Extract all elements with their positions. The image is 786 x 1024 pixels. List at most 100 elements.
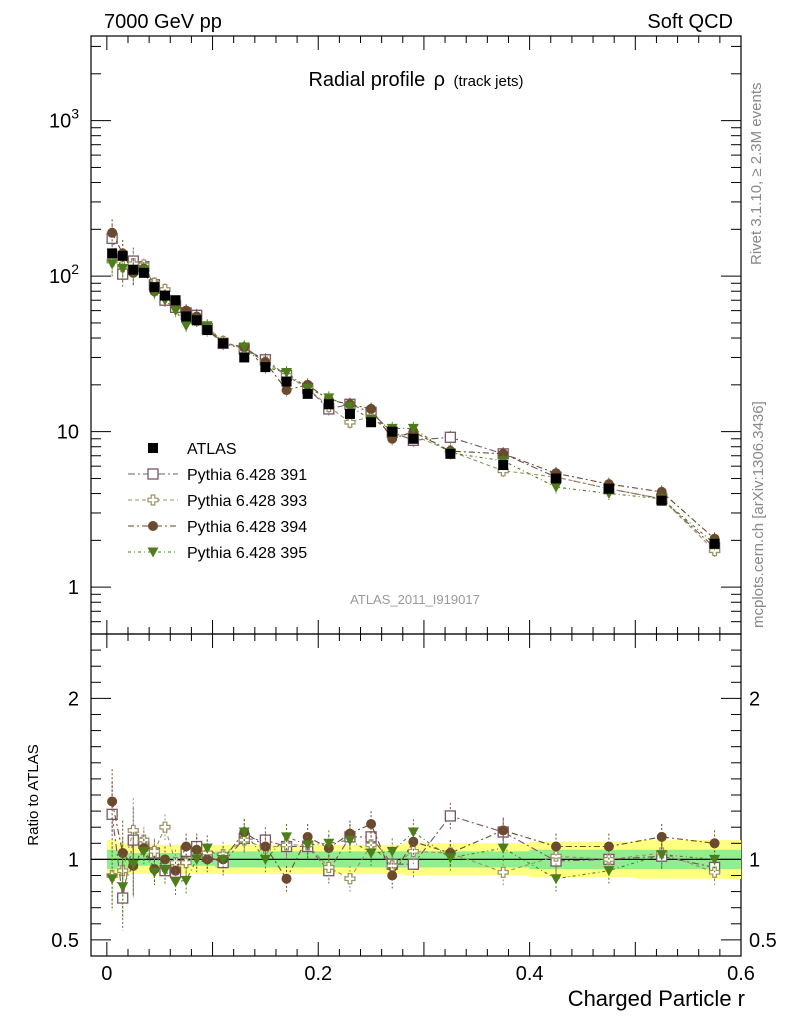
ratio-point-p394 [709,838,720,849]
ratio-line-p391 [111,814,715,899]
legend-label-p395: Pythia 6.428 395 [187,545,307,562]
point-p395 [281,368,293,379]
ratio-point-p395 [407,827,419,838]
point-atlas [551,473,562,484]
point-p395 [238,342,250,353]
point-atlas [366,417,377,428]
ratio-point-p394 [498,825,509,836]
ratio-point-p394 [551,841,562,852]
x-tick-label: 0.2 [304,963,332,985]
ratio-point-p393 [159,821,171,833]
point-atlas [387,426,398,437]
mcplots-label: mcplots.cern.ch [arXiv:1306.3436] [750,401,767,628]
ratio-point-p394 [656,831,667,842]
ratio-point-p395 [302,840,314,851]
ratio-ylabel: Ratio to ATLAS [25,744,42,845]
header-right: Soft QCD [647,11,733,33]
point-atlas [181,311,192,322]
ratio-point-p395 [281,832,293,843]
point-p394 [366,403,377,414]
header-left: 7000 GeV pp [104,11,222,33]
legend-marker-p391 [147,468,159,480]
legend-marker-p395 [147,547,159,558]
ratio-point-p395 [180,875,192,886]
main-series [106,219,721,557]
ratio-point-p394 [387,870,398,881]
point-atlas [107,248,118,259]
ratio-point-p395 [201,843,213,854]
legend-entry-atlas: ATLAS [148,441,237,458]
point-atlas [344,408,355,419]
series-p393 [106,247,721,557]
legend-label-p391: Pythia 6.428 391 [187,467,307,484]
chart-title-symbol: ρ [434,69,445,91]
ratio-point-p395 [709,854,721,865]
ratio-point-p393 [407,845,419,857]
point-atlas [159,290,170,301]
legend-marker-p394 [148,521,158,531]
ratio-point-p394 [603,841,614,852]
point-atlas [603,483,614,494]
series-atlas [107,248,720,549]
main-y-tick-label: 102 [49,261,79,288]
point-p393 [344,416,356,428]
point-p395 [180,321,192,332]
point-atlas [218,338,229,349]
legend-label-p394: Pythia 6.428 394 [187,519,307,536]
ratio-y-tick-label: 0.5 [51,930,79,952]
ratio-point-p395 [656,850,668,861]
point-atlas [191,315,202,326]
ratio-point-p391 [444,810,456,822]
ratio-point-p394 [181,841,192,852]
point-atlas [202,325,213,336]
analysis-watermark: ATLAS_2011_I919017 [350,592,480,607]
point-atlas [302,388,313,399]
ratio-point-p395 [127,859,139,870]
ratio-point-p395 [106,874,118,885]
legend-label-p393: Pythia 6.428 393 [187,493,307,510]
ratio-point-p394 [281,873,292,884]
point-p395 [106,259,118,270]
point-p394 [107,227,118,238]
ratio-series [106,769,721,931]
ratio-y-tick-label-right: 1 [749,849,760,871]
legend-entry-p395: Pythia 6.428 395 [128,545,307,562]
ratio-panel: 0.5 0.5 1 1 2 2 0 0.2 0.4 0.6 Ratio to ATLAS Char… [25,633,777,1011]
ratio-point-p394 [191,844,202,855]
point-atlas [260,362,271,373]
legend-label-atlas: ATLAS [187,441,237,458]
point-p391 [444,431,456,443]
point-atlas [408,433,419,444]
ratio-point-p395 [117,882,129,893]
point-atlas [117,250,128,261]
ratio-point-p393 [148,845,161,857]
ratio-point-p394 [366,818,377,829]
point-p395 [302,383,314,394]
ratio-y-tick-label: 1 [68,849,79,871]
point-atlas [323,399,334,410]
chart-title-sub: (track jets) [454,73,524,90]
point-atlas [281,376,292,387]
x-axis-label: Charged Particle r [568,986,745,1011]
point-atlas [170,295,181,306]
point-p395 [407,423,419,434]
chart-title: Radial profile ρ (track jets) [308,69,523,91]
ratio-point-p395 [138,846,150,857]
legend-entry-p391: Pythia 6.428 391 [128,467,307,484]
ratio-point-p393 [497,866,509,878]
ratio-point-p393 [344,873,356,885]
point-atlas [138,267,149,278]
ratio-point-p395 [497,843,509,854]
ratio-plot-frame [90,633,742,957]
x-tick-label: 0.6 [727,963,755,985]
ratio-point-p395 [386,846,398,857]
legend-entry-p393: Pythia 6.428 393 [128,493,307,510]
ratio-point-p395 [170,877,182,888]
point-atlas [128,264,139,275]
ratio-point-p395 [603,866,615,877]
point-atlas [498,460,509,471]
point-atlas [709,538,720,549]
ratio-point-p393 [127,824,139,837]
point-atlas [445,448,456,459]
ratio-point-p395 [238,827,250,838]
